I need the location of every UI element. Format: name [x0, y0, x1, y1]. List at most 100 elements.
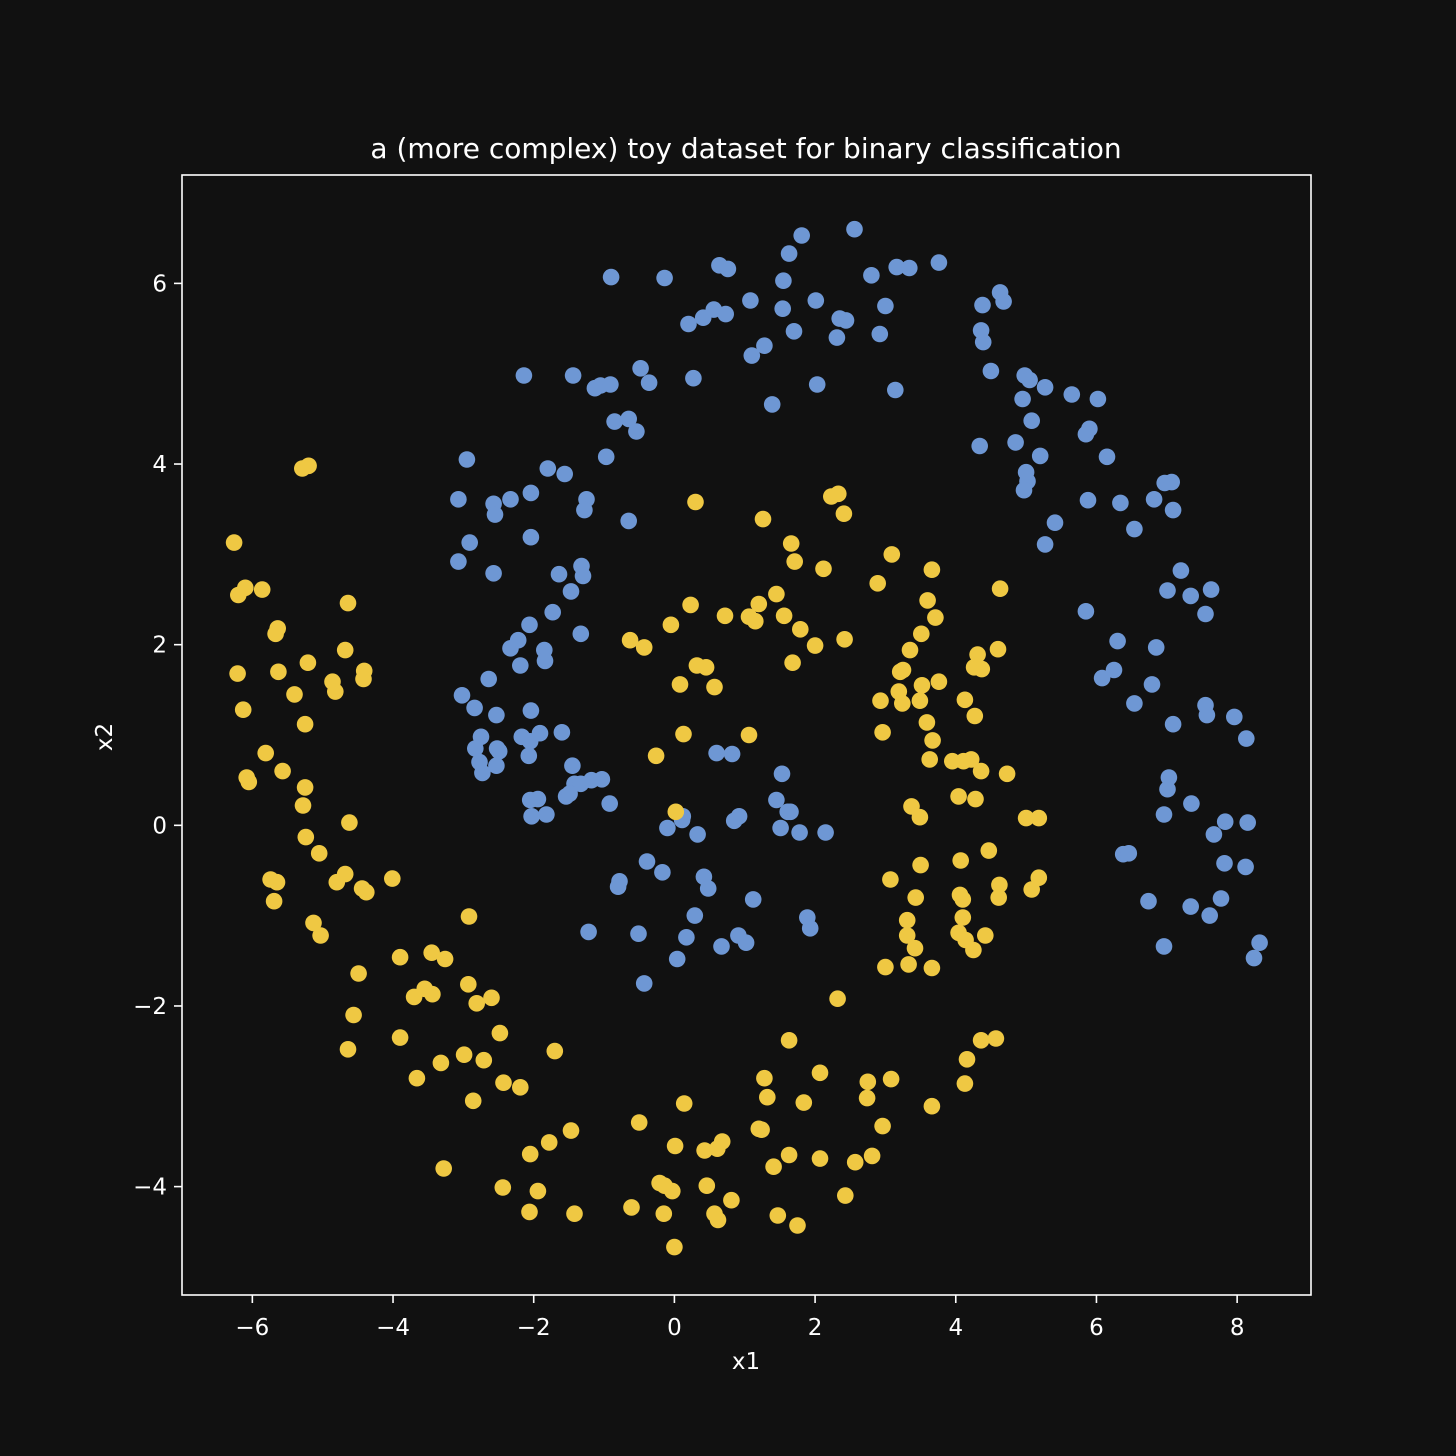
data-point-class-b — [253, 581, 271, 598]
data-point-class-b — [918, 714, 936, 731]
data-point-class-a — [1182, 587, 1199, 605]
data-point-class-b — [846, 1153, 864, 1171]
data-point-class-a — [606, 413, 623, 430]
data-point-class-b — [954, 891, 972, 908]
data-point-class-a — [453, 687, 471, 704]
data-point-class-a — [656, 269, 673, 287]
data-point-class-a — [1197, 605, 1214, 623]
data-point-class-a — [580, 923, 597, 941]
data-point-class-a — [640, 374, 658, 392]
data-point-class-b — [350, 965, 367, 982]
data-point-class-b — [358, 883, 375, 901]
data-point-class-b — [300, 457, 317, 475]
data-point-class-b — [789, 1217, 806, 1234]
data-point-class-a — [680, 315, 697, 333]
data-point-class-a — [522, 702, 540, 719]
data-point-class-a — [1155, 806, 1173, 823]
data-point-class-b — [750, 595, 768, 613]
data-point-class-b — [811, 1064, 829, 1082]
data-point-class-b — [1030, 869, 1048, 886]
data-point-class-a — [808, 376, 826, 393]
data-point-class-b — [424, 985, 441, 1003]
data-point-class-a — [1089, 390, 1107, 408]
data-point-class-a — [520, 747, 538, 765]
data-point-class-a — [488, 706, 505, 724]
data-point-class-b — [806, 637, 824, 654]
data-point-class-a — [609, 878, 627, 895]
data-point-class-a — [488, 757, 505, 774]
data-point-class-a — [846, 220, 863, 238]
data-point-class-b — [521, 1203, 538, 1221]
data-point-class-a — [801, 920, 819, 937]
data-point-class-b — [460, 908, 478, 925]
data-point-class-a — [502, 491, 519, 508]
data-point-class-b — [784, 654, 801, 671]
data-point-class-b — [874, 1117, 891, 1135]
data-point-class-b — [713, 1133, 731, 1150]
data-point-class-a — [593, 771, 611, 788]
data-point-class-b — [455, 1046, 473, 1063]
x-axis: −6 −4 −2 0 2 4 6 8 — [235, 1295, 1244, 1341]
data-point-class-a — [553, 724, 571, 741]
data-point-class-a — [982, 362, 1000, 380]
data-point-class-a — [1036, 379, 1054, 396]
data-point-class-a — [529, 790, 547, 808]
data-point-class-b — [815, 560, 832, 578]
data-point-class-a — [1159, 780, 1176, 798]
data-point-class-b — [991, 876, 1008, 894]
data-point-class-b — [512, 1079, 529, 1096]
data-point-class-a — [1046, 514, 1064, 531]
data-point-class-b — [912, 856, 929, 874]
data-point-class-b — [753, 1121, 770, 1138]
data-point-class-a — [930, 254, 948, 271]
data-point-class-b — [990, 889, 1007, 906]
data-point-class-a — [474, 764, 491, 782]
data-point-class-b — [391, 948, 409, 966]
data-point-class-a — [1147, 639, 1165, 656]
data-point-class-b — [987, 1030, 1005, 1047]
data-point-class-a — [737, 934, 755, 951]
data-point-class-b — [529, 1182, 547, 1200]
data-point-class-b — [962, 751, 980, 768]
data-point-class-a — [1015, 481, 1033, 499]
data-point-class-a — [1081, 420, 1098, 438]
data-point-class-a — [1093, 669, 1111, 687]
data-point-class-b — [765, 1158, 782, 1175]
data-point-class-a — [1126, 520, 1143, 538]
data-point-class-b — [234, 701, 252, 718]
data-point-class-a — [461, 534, 479, 551]
data-point-class-b — [675, 1095, 693, 1112]
data-point-class-a — [1063, 386, 1081, 403]
data-point-class-b — [989, 640, 1007, 658]
data-point-class-a — [686, 907, 704, 924]
data-point-class-a — [1077, 603, 1095, 620]
data-point-class-b — [740, 726, 758, 744]
data-point-class-b — [296, 779, 314, 796]
data-point-class-b — [837, 1187, 854, 1204]
data-point-class-b — [775, 607, 793, 625]
data-point-class-b — [265, 892, 283, 910]
data-point-class-a — [775, 272, 792, 290]
data-point-class-a — [793, 227, 810, 244]
data-point-class-a — [550, 565, 568, 583]
data-point-class-a — [725, 812, 743, 830]
data-point-class-b — [310, 845, 328, 862]
data-point-class-b — [958, 1051, 976, 1068]
data-point-class-b — [973, 660, 991, 678]
data-point-class-b — [991, 580, 1009, 597]
data-point-class-a — [1216, 855, 1233, 872]
data-point-class-b — [927, 609, 944, 626]
data-point-class-b — [921, 751, 938, 768]
data-point-class-b — [297, 828, 315, 846]
data-point-class-a — [1007, 434, 1024, 451]
data-point-class-b — [972, 1032, 990, 1049]
data-point-class-b — [540, 1134, 558, 1151]
data-point-class-b — [919, 592, 936, 609]
data-point-class-a — [995, 293, 1012, 310]
data-point-class-b — [475, 1051, 493, 1069]
data-point-class-b — [950, 788, 967, 805]
data-point-class-a — [1198, 706, 1216, 724]
data-point-class-a — [774, 300, 791, 318]
